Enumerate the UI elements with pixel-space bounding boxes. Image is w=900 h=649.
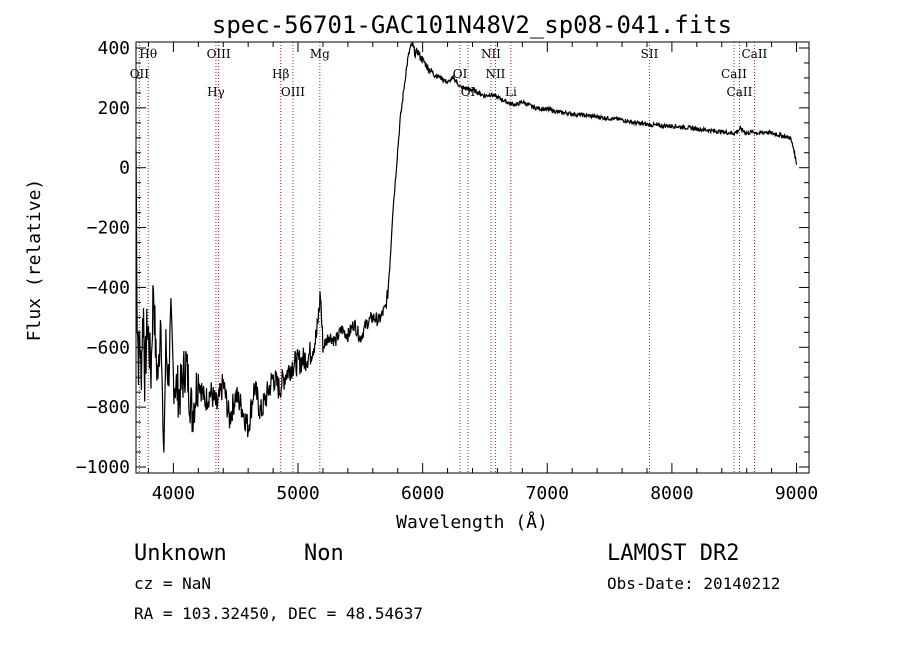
y-tick-label: −800 bbox=[87, 397, 130, 418]
y-axis-ticks: −1000 −800 −600 −400 −200 0 200 400 bbox=[76, 38, 809, 478]
chart-title: spec-56701-GAC101N48V2_sp08-041.fits bbox=[212, 11, 732, 39]
emission-line-label: Hβ bbox=[272, 67, 289, 81]
emission-line-label: Mg bbox=[310, 47, 330, 61]
emission-line-label: OII bbox=[130, 67, 150, 81]
emission-line-label: Hγ bbox=[207, 85, 225, 99]
y-tick-label: −1000 bbox=[76, 457, 130, 478]
emission-lines bbox=[138, 42, 755, 473]
x-tick-label: 4000 bbox=[152, 483, 195, 504]
object-class: Unknown bbox=[134, 541, 227, 566]
coordinates: RA = 103.32450, DEC = 48.54637 bbox=[134, 604, 423, 623]
emission-line-label: Hθ bbox=[139, 47, 157, 61]
x-axis-label: Wavelength (Å) bbox=[396, 511, 548, 533]
emission-line-label: CaII bbox=[741, 47, 767, 61]
y-tick-label: −200 bbox=[87, 218, 130, 239]
redshift-value: cz = NaN bbox=[134, 574, 211, 593]
emission-line-label: SII bbox=[641, 47, 659, 61]
emission-line-label: Li bbox=[505, 85, 517, 99]
emission-line-label: NII bbox=[485, 67, 505, 81]
emission-line-label: OI bbox=[461, 85, 476, 99]
y-tick-label: 0 bbox=[119, 158, 130, 179]
y-tick-label: −400 bbox=[87, 277, 130, 298]
x-tick-label: 8000 bbox=[650, 483, 693, 504]
emission-line-label: OIII bbox=[207, 47, 231, 61]
y-tick-label: 200 bbox=[97, 98, 130, 119]
series-line-flux bbox=[135, 42, 798, 453]
x-axis-ticks: 4000 5000 6000 7000 8000 9000 bbox=[147, 42, 818, 504]
survey-name: LAMOST DR2 bbox=[607, 541, 739, 566]
emission-line-label: OIII bbox=[281, 85, 305, 99]
y-tick-label: −600 bbox=[87, 337, 130, 358]
y-tick-label: 400 bbox=[97, 38, 130, 59]
x-tick-label: 6000 bbox=[401, 483, 444, 504]
emission-line-label: OI bbox=[453, 67, 468, 81]
object-subclass: Non bbox=[304, 541, 344, 566]
plot-frame bbox=[135, 41, 810, 474]
emission-line-label: NII bbox=[481, 47, 501, 61]
emission-line-labels: HθOIIHγOIIIHβOIIIMgOIOINIINIILiSIICaIICa… bbox=[130, 47, 768, 99]
x-tick-label: 9000 bbox=[775, 483, 818, 504]
observation-date: Obs-Date: 20140212 bbox=[607, 574, 780, 593]
y-axis-label: Flux (relative) bbox=[24, 179, 45, 342]
x-tick-label: 7000 bbox=[526, 483, 569, 504]
emission-line-label: CaII bbox=[721, 67, 747, 81]
x-tick-label: 5000 bbox=[276, 483, 319, 504]
emission-line-label: CaII bbox=[727, 85, 753, 99]
